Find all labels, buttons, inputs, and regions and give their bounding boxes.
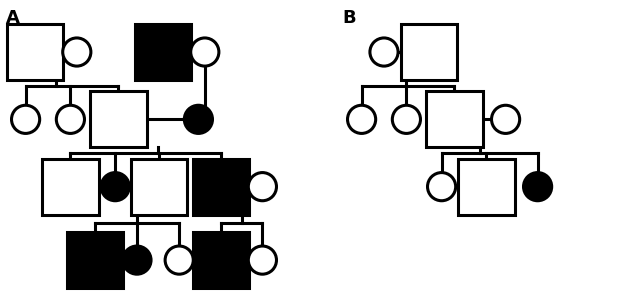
- Bar: [458, 159, 515, 215]
- Ellipse shape: [12, 105, 40, 133]
- Bar: [401, 24, 457, 80]
- Ellipse shape: [123, 246, 151, 274]
- Ellipse shape: [348, 105, 376, 133]
- Ellipse shape: [165, 246, 193, 274]
- Ellipse shape: [492, 105, 520, 133]
- Bar: [135, 24, 191, 80]
- Bar: [7, 24, 63, 80]
- Bar: [67, 232, 123, 288]
- Ellipse shape: [524, 173, 552, 201]
- Ellipse shape: [191, 38, 219, 66]
- Ellipse shape: [370, 38, 398, 66]
- Ellipse shape: [248, 246, 276, 274]
- Ellipse shape: [56, 105, 84, 133]
- Ellipse shape: [392, 105, 420, 133]
- Ellipse shape: [184, 105, 212, 133]
- Ellipse shape: [101, 173, 129, 201]
- Bar: [131, 159, 187, 215]
- Bar: [426, 91, 483, 147]
- Bar: [90, 91, 147, 147]
- Bar: [193, 232, 249, 288]
- Ellipse shape: [428, 173, 456, 201]
- Text: B: B: [342, 9, 356, 27]
- Ellipse shape: [63, 38, 91, 66]
- Text: A: A: [6, 9, 20, 27]
- Ellipse shape: [248, 173, 276, 201]
- Bar: [193, 159, 249, 215]
- Bar: [42, 159, 99, 215]
